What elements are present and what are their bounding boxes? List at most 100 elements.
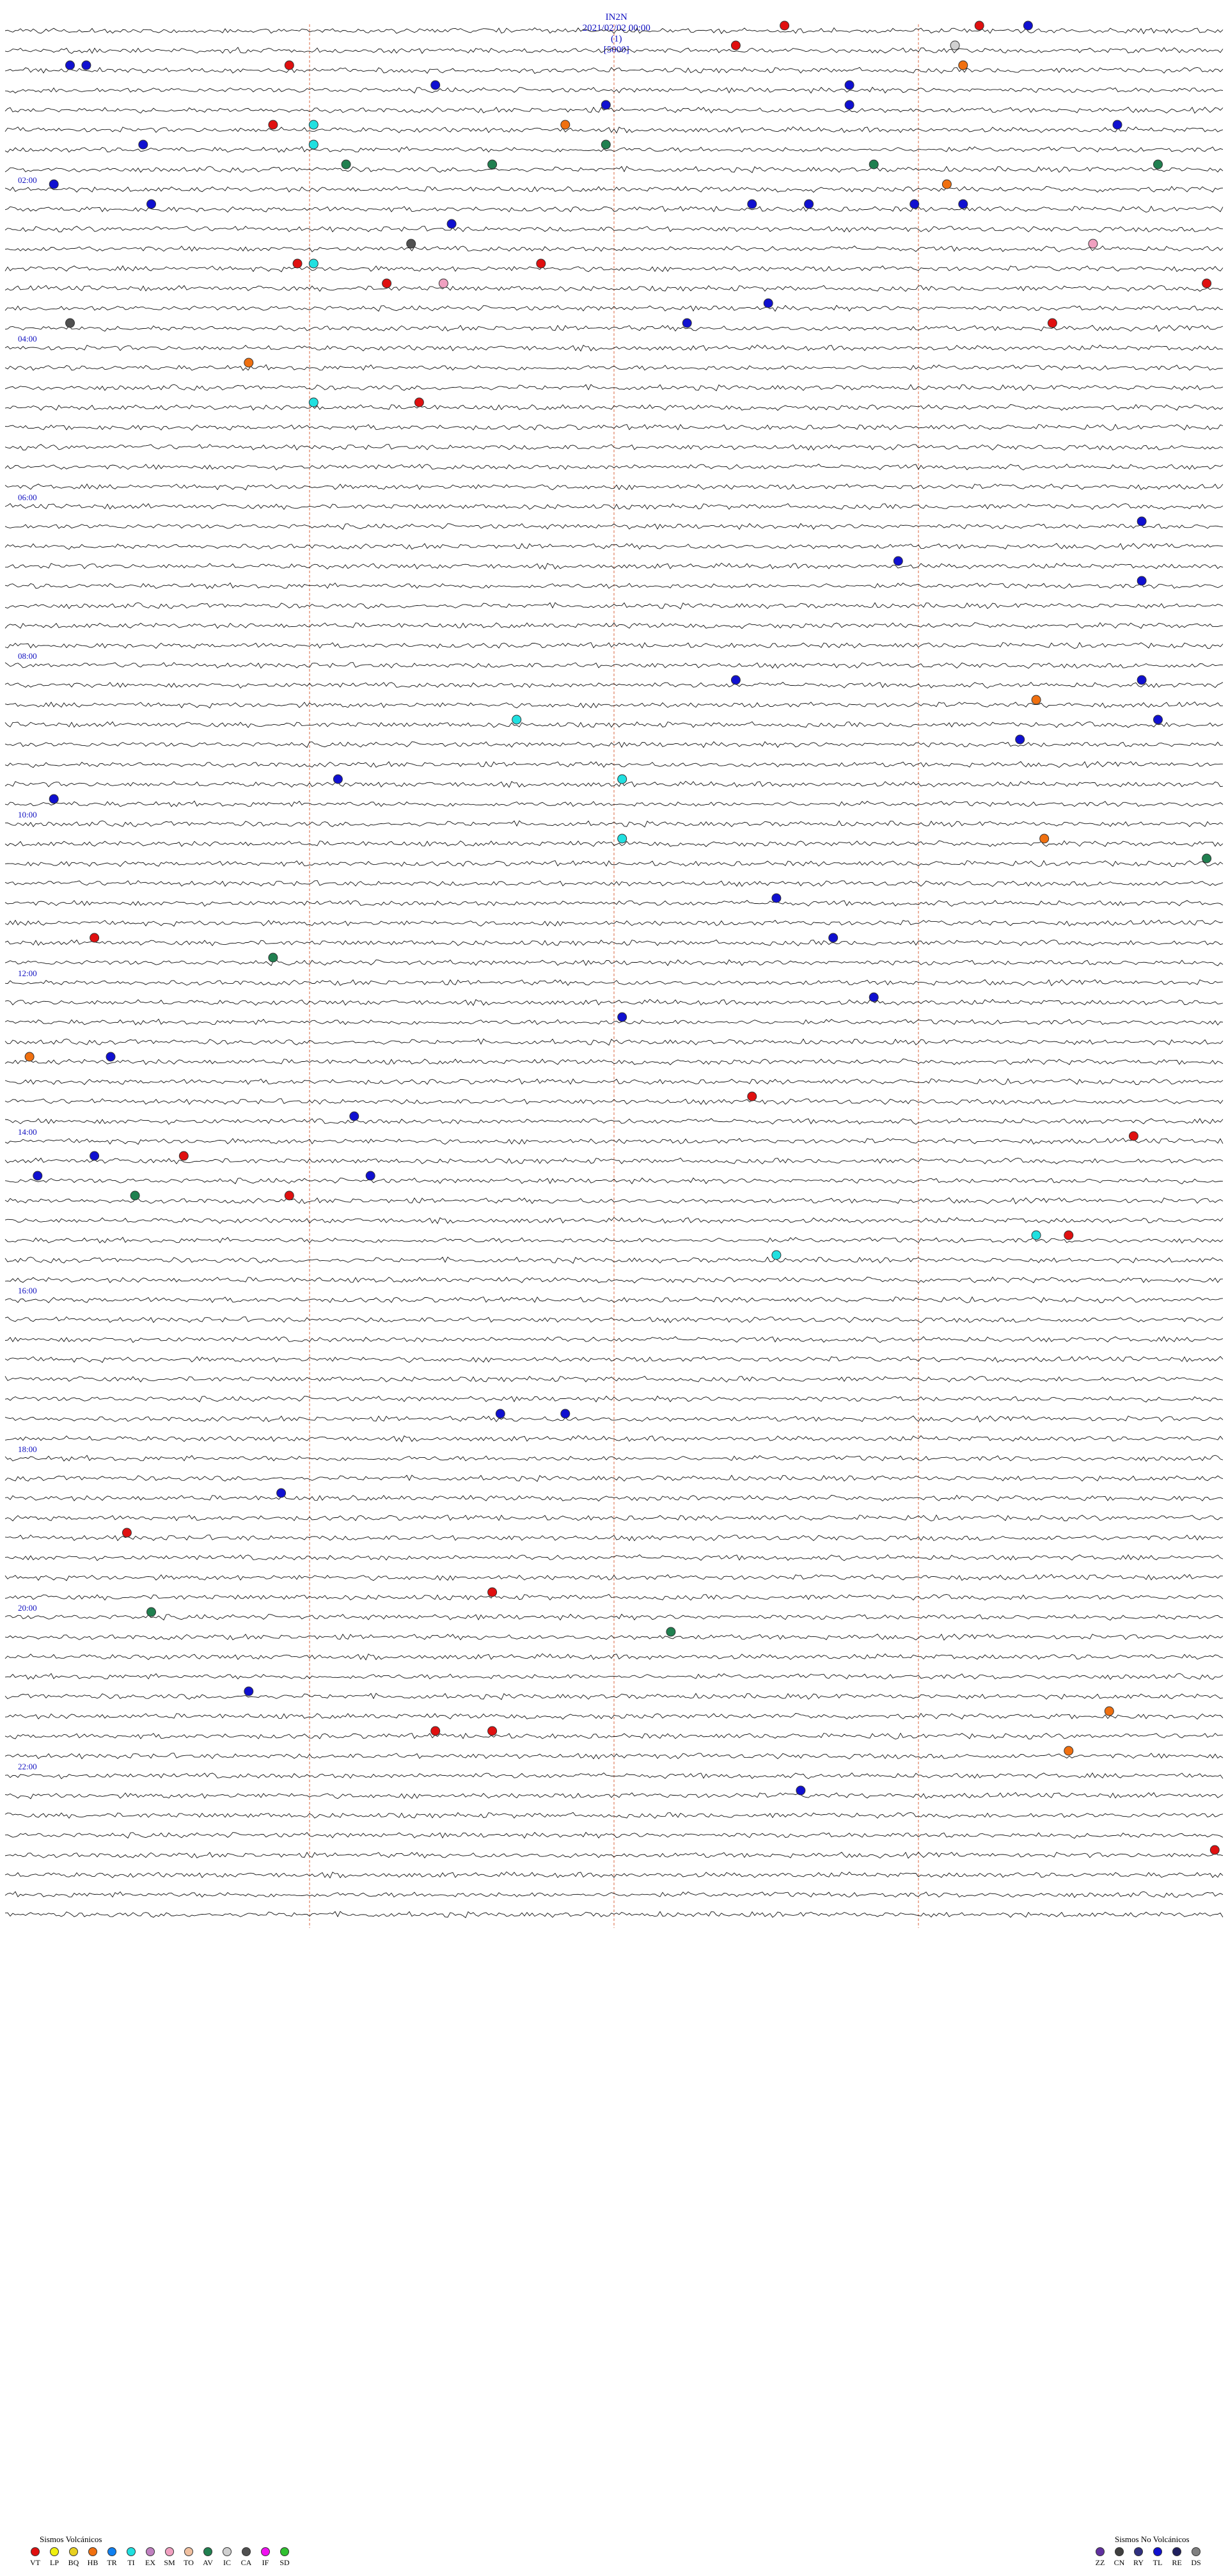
event-marker-tl[interactable] <box>771 893 782 903</box>
event-marker-tl[interactable] <box>893 556 903 566</box>
event-marker-tl[interactable] <box>146 199 156 209</box>
event-marker-hb[interactable] <box>244 358 254 368</box>
event-marker-vt[interactable] <box>1128 1131 1138 1141</box>
event-marker-tl[interactable] <box>682 318 692 328</box>
event-marker-vt[interactable] <box>780 20 790 31</box>
legend-nonvolcanic-item-re: RE <box>1167 2547 1186 2568</box>
event-marker-hb[interactable] <box>560 120 571 130</box>
event-marker-av[interactable] <box>1153 159 1163 170</box>
event-marker-vt[interactable] <box>487 1726 498 1736</box>
event-marker-tl[interactable] <box>560 1409 571 1419</box>
event-marker-av[interactable] <box>666 1627 676 1637</box>
event-marker-vt[interactable] <box>268 120 278 130</box>
event-marker-vt[interactable] <box>1047 318 1057 328</box>
event-marker-av[interactable] <box>268 952 278 963</box>
event-marker-tl[interactable] <box>244 1686 254 1696</box>
event-marker-hb[interactable] <box>941 179 952 189</box>
event-marker-tl[interactable] <box>763 298 773 308</box>
event-marker-av[interactable] <box>130 1190 140 1201</box>
event-marker-tl[interactable] <box>730 675 741 685</box>
event-marker-vt[interactable] <box>487 1587 498 1597</box>
event-marker-tl[interactable] <box>844 100 854 110</box>
event-marker-vt[interactable] <box>747 1091 757 1102</box>
event-marker-tl[interactable] <box>106 1052 116 1062</box>
event-marker-vt[interactable] <box>1064 1230 1074 1240</box>
event-marker-tl[interactable] <box>365 1171 375 1181</box>
event-marker-av[interactable] <box>601 139 611 150</box>
event-marker-vt[interactable] <box>730 40 741 51</box>
event-marker-tl[interactable] <box>869 992 879 1002</box>
event-marker-ti[interactable] <box>617 834 627 844</box>
event-marker-tl[interactable] <box>1137 576 1147 586</box>
event-marker-hb[interactable] <box>1104 1706 1114 1716</box>
event-marker-vt[interactable] <box>122 1528 132 1538</box>
event-marker-vt[interactable] <box>90 933 100 943</box>
event-marker-tl[interactable] <box>1023 20 1033 31</box>
event-marker-tl[interactable] <box>909 199 920 209</box>
event-marker-tl[interactable] <box>958 199 968 209</box>
event-marker-ca[interactable] <box>406 239 416 249</box>
event-marker-vt[interactable] <box>1202 278 1212 288</box>
trace-row <box>4 47 1224 54</box>
event-marker-ti[interactable] <box>1031 1230 1041 1240</box>
trace-row <box>4 404 1224 411</box>
event-marker-tl[interactable] <box>828 933 838 943</box>
event-marker-tl[interactable] <box>1112 120 1122 130</box>
event-marker-tl[interactable] <box>747 199 757 209</box>
event-marker-vt[interactable] <box>536 258 546 269</box>
event-marker-hb[interactable] <box>24 1052 35 1062</box>
event-marker-vt[interactable] <box>974 20 984 31</box>
event-marker-tl[interactable] <box>1153 715 1163 725</box>
event-marker-tl[interactable] <box>1137 516 1147 526</box>
event-marker-tl[interactable] <box>804 199 814 209</box>
event-marker-tl[interactable] <box>1015 734 1025 745</box>
event-marker-tl[interactable] <box>65 60 75 70</box>
event-marker-tl[interactable] <box>617 1012 627 1022</box>
event-marker-ti[interactable] <box>308 139 319 150</box>
event-marker-tl[interactable] <box>81 60 91 70</box>
event-marker-tl[interactable] <box>844 80 854 90</box>
event-marker-vt[interactable] <box>382 278 392 288</box>
event-marker-sm[interactable] <box>1088 239 1098 249</box>
event-marker-ti[interactable] <box>617 774 627 784</box>
event-marker-tl[interactable] <box>49 794 59 804</box>
event-marker-tl[interactable] <box>430 80 441 90</box>
event-marker-tl[interactable] <box>49 179 59 189</box>
event-marker-ti[interactable] <box>771 1250 782 1260</box>
event-marker-av[interactable] <box>146 1607 156 1617</box>
event-marker-tl[interactable] <box>796 1785 806 1796</box>
event-marker-ti[interactable] <box>512 715 522 725</box>
event-marker-tl[interactable] <box>276 1488 287 1498</box>
event-marker-av[interactable] <box>869 159 879 170</box>
event-marker-tl[interactable] <box>495 1409 505 1419</box>
event-marker-tl[interactable] <box>1137 675 1147 685</box>
event-marker-ti[interactable] <box>308 120 319 130</box>
event-marker-vt[interactable] <box>1209 1845 1220 1855</box>
event-marker-tl[interactable] <box>333 774 343 784</box>
event-marker-ti[interactable] <box>308 258 319 269</box>
event-marker-tl[interactable] <box>446 219 457 229</box>
event-marker-vt[interactable] <box>430 1726 441 1736</box>
trace-row <box>4 1157 1224 1165</box>
event-marker-ic[interactable] <box>950 40 960 51</box>
event-marker-av[interactable] <box>1202 853 1212 864</box>
event-marker-av[interactable] <box>487 159 498 170</box>
event-marker-hb[interactable] <box>1031 695 1041 705</box>
event-marker-hb[interactable] <box>1064 1746 1074 1756</box>
event-marker-av[interactable] <box>341 159 351 170</box>
event-marker-tl[interactable] <box>138 139 148 150</box>
event-marker-tl[interactable] <box>90 1151 100 1161</box>
event-marker-ca[interactable] <box>65 318 75 328</box>
event-marker-tl[interactable] <box>33 1171 43 1181</box>
event-marker-vt[interactable] <box>284 60 294 70</box>
event-marker-vt[interactable] <box>178 1151 189 1161</box>
event-marker-tl[interactable] <box>349 1111 359 1121</box>
event-marker-sm[interactable] <box>438 278 448 288</box>
event-marker-tl[interactable] <box>601 100 611 110</box>
event-marker-vt[interactable] <box>284 1190 294 1201</box>
event-marker-ti[interactable] <box>308 397 319 407</box>
event-marker-hb[interactable] <box>958 60 968 70</box>
event-marker-vt[interactable] <box>292 258 303 269</box>
event-marker-hb[interactable] <box>1039 834 1050 844</box>
event-marker-vt[interactable] <box>414 397 424 407</box>
